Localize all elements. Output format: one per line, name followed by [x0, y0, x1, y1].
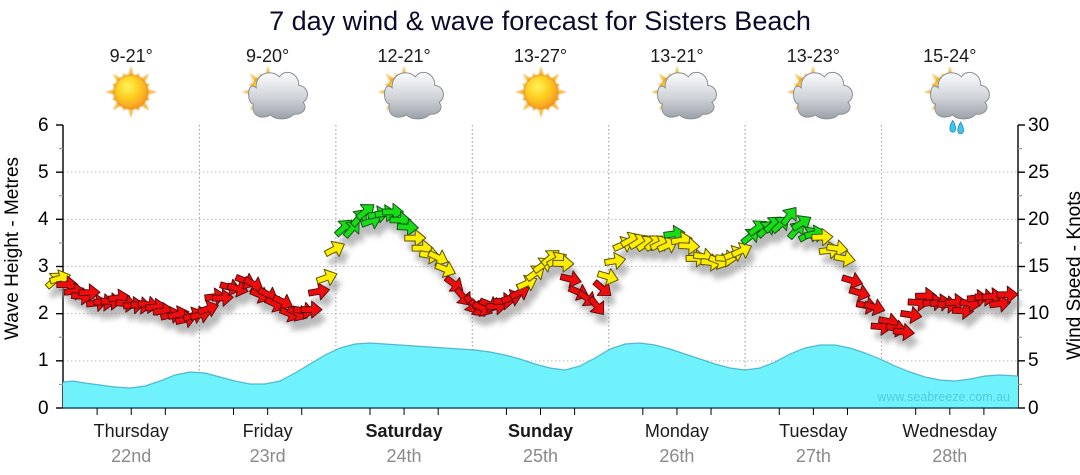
svg-text:www.seabreeze.com.au: www.seabreeze.com.au — [876, 390, 1010, 404]
